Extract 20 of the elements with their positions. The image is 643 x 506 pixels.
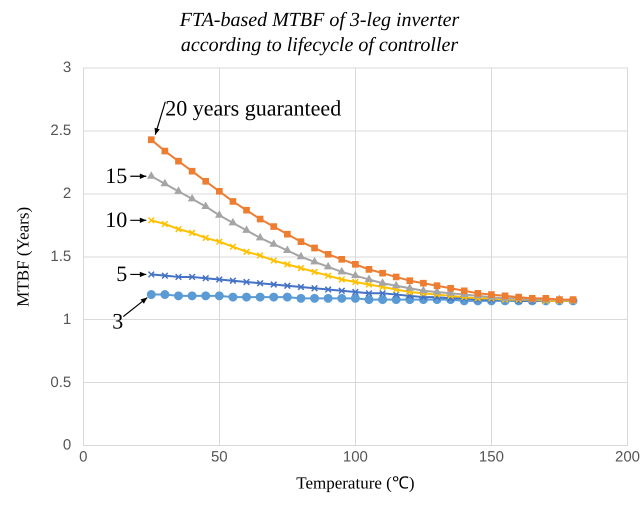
- series-label: 20 years guaranteed: [165, 96, 342, 121]
- y-tick-label: 0: [62, 436, 72, 454]
- x-axis-title: Temperature (℃): [296, 473, 414, 492]
- chart-title: FTA-based MTBF of 3-leg inverter according to lifecycle of controller: [178, 8, 460, 56]
- y-axis-title: MTBF (Years): [14, 206, 33, 307]
- x-tick-label: 0: [79, 448, 88, 466]
- series-label: 15: [105, 163, 128, 188]
- x-tick-label: 100: [342, 448, 368, 466]
- x-tick-label: 150: [478, 448, 504, 466]
- y-tick-label: 0.5: [50, 374, 72, 391]
- series-label: 10: [105, 207, 128, 232]
- series-label: 5: [116, 261, 128, 286]
- y-tick-label: 3: [62, 59, 72, 76]
- y-tick-label: 2.5: [50, 122, 72, 140]
- y-tick-label: 2: [62, 185, 72, 202]
- x-tick-label: 50: [210, 448, 228, 466]
- series-label: 3: [112, 308, 124, 334]
- y-tick-label: 1: [62, 310, 72, 328]
- y-tick-label: 1.5: [50, 248, 72, 265]
- x-tick-label: 200: [614, 448, 640, 466]
